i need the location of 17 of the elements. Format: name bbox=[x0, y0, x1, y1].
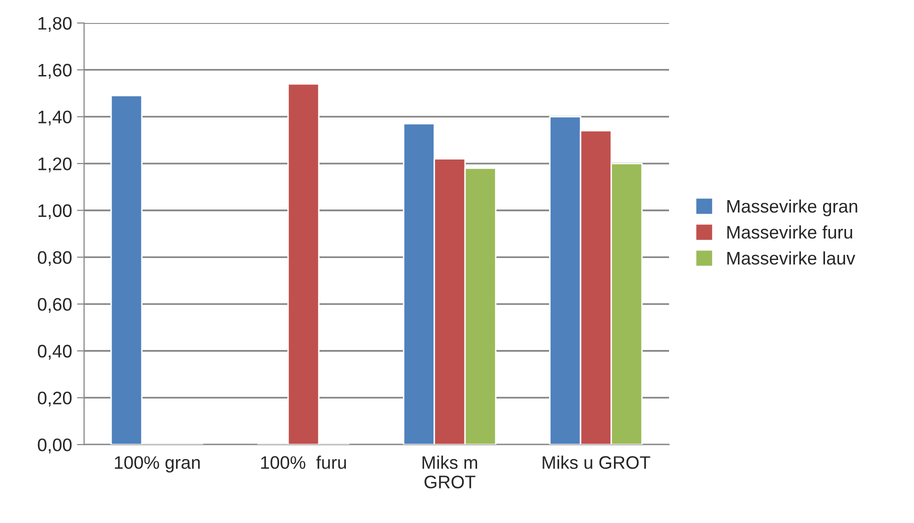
y-tick-label: 0,20 bbox=[38, 392, 72, 407]
x-tick-label: Miks m GROT bbox=[422, 456, 478, 488]
y-tick-label: 1,60 bbox=[38, 64, 72, 79]
legend-label: Massevirke furu bbox=[727, 225, 852, 239]
y-tick-label: 1,40 bbox=[38, 110, 72, 126]
legend-label: Massevirke lauv bbox=[727, 251, 856, 265]
legend-label: Massevirke gran bbox=[727, 199, 858, 216]
y-tick-label: 1,80 bbox=[38, 16, 72, 32]
x-tick-label: 100% gran bbox=[114, 456, 200, 472]
y-tick-label: 0,80 bbox=[38, 251, 72, 266]
y-tick-label: 1,20 bbox=[38, 157, 72, 172]
y-tick-label: 0,40 bbox=[38, 344, 72, 360]
x-tick-label: 100% furu bbox=[261, 456, 346, 469]
y-tick-label: 0,00 bbox=[38, 438, 72, 454]
x-tick-label: Miks u GROT bbox=[542, 456, 650, 469]
y-tick-label: 1,00 bbox=[38, 204, 72, 220]
y-tick-label: 0,60 bbox=[38, 298, 72, 313]
